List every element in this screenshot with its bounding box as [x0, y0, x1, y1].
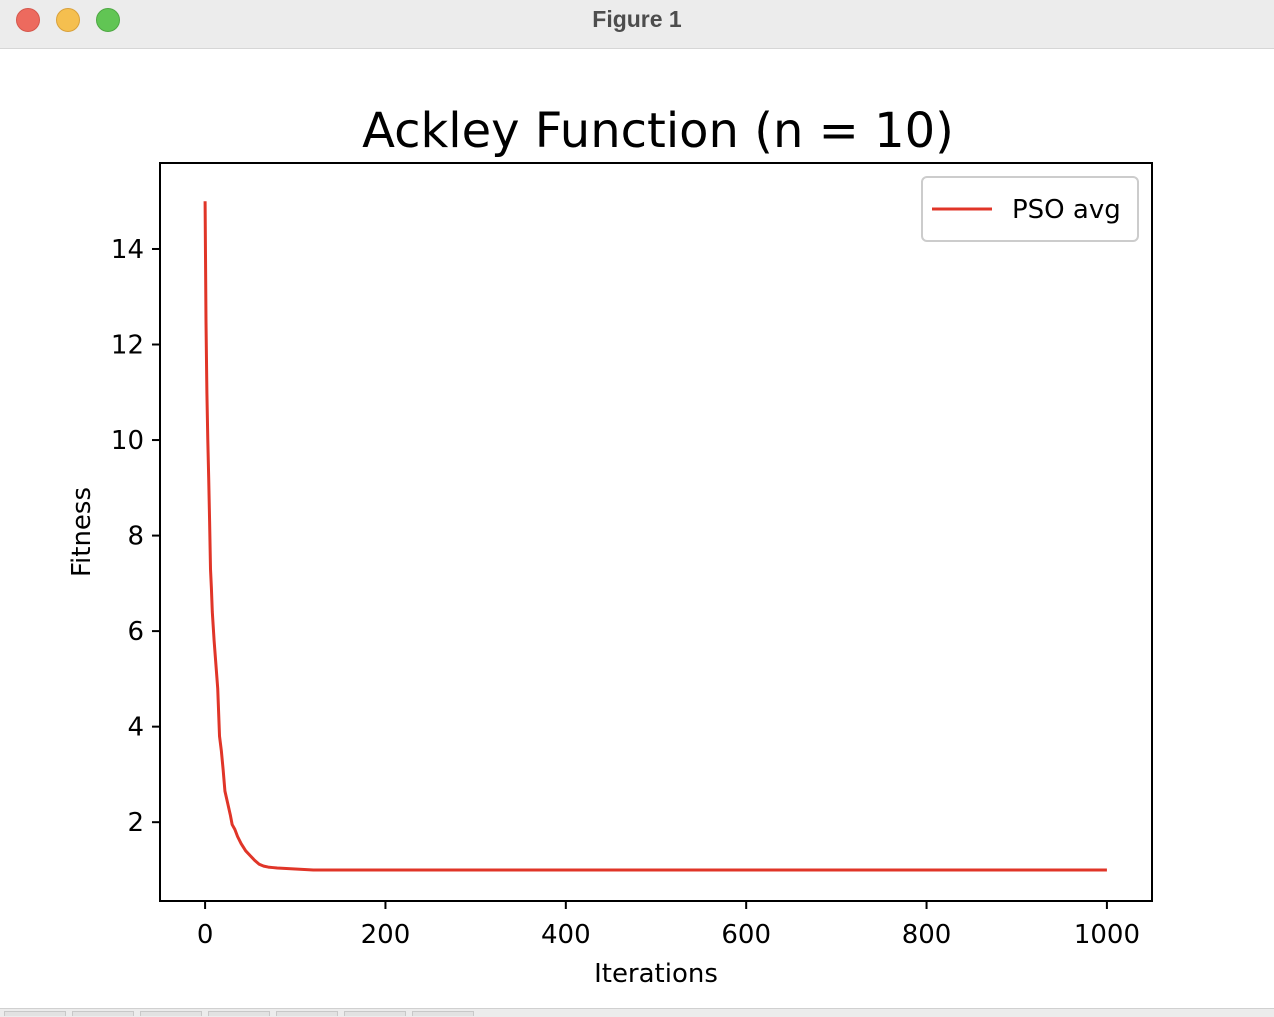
plot-frame	[159, 162, 1153, 902]
close-window-button[interactable]	[16, 8, 40, 32]
y-tick-label: 10	[111, 426, 144, 456]
x-tick-label: 200	[361, 920, 411, 950]
save-button[interactable]	[412, 1011, 474, 1016]
configure-button[interactable]	[344, 1011, 406, 1016]
y-tick-label: 4	[127, 713, 144, 743]
figure-canvas: Ackley Function (n = 10) 0 200 400 600 800 100…	[0, 49, 1274, 1008]
legend-label: PSO avg	[1012, 195, 1121, 225]
x-tick-label: 0	[197, 920, 214, 950]
series-line-1	[203, 201, 1107, 872]
y-axis-label: Fitness	[67, 487, 97, 577]
pan-button[interactable]	[208, 1011, 270, 1016]
x-tick-label: 600	[721, 920, 771, 950]
chart-title: Ackley Function (n = 10)	[362, 103, 954, 159]
y-tick-label: 6	[127, 617, 144, 647]
zoom-button[interactable]	[276, 1011, 338, 1016]
y-tick-label: 12	[111, 331, 144, 361]
home-button[interactable]	[4, 1011, 66, 1016]
x-tick-label: 400	[541, 920, 591, 950]
x-tick-label: 1000	[1074, 920, 1140, 950]
y-tick-label: 14	[111, 235, 144, 265]
forward-button[interactable]	[140, 1011, 202, 1016]
y-tick-label: 8	[127, 522, 144, 552]
minimize-window-button[interactable]	[56, 8, 80, 32]
x-axis-label: Iterations	[594, 959, 718, 989]
x-tick-label: 800	[902, 920, 952, 950]
back-button[interactable]	[72, 1011, 134, 1016]
legend-box	[921, 176, 1139, 242]
window-titlebar: Figure 1	[0, 0, 1274, 49]
line-chart: Ackley Function (n = 10) 0 200 400 600 800 100…	[67, 103, 1153, 989]
y-tick-label: 2	[127, 808, 144, 838]
zoom-window-button[interactable]	[96, 8, 120, 32]
window-title: Figure 1	[592, 6, 682, 32]
toolbar	[0, 1008, 1274, 1017]
